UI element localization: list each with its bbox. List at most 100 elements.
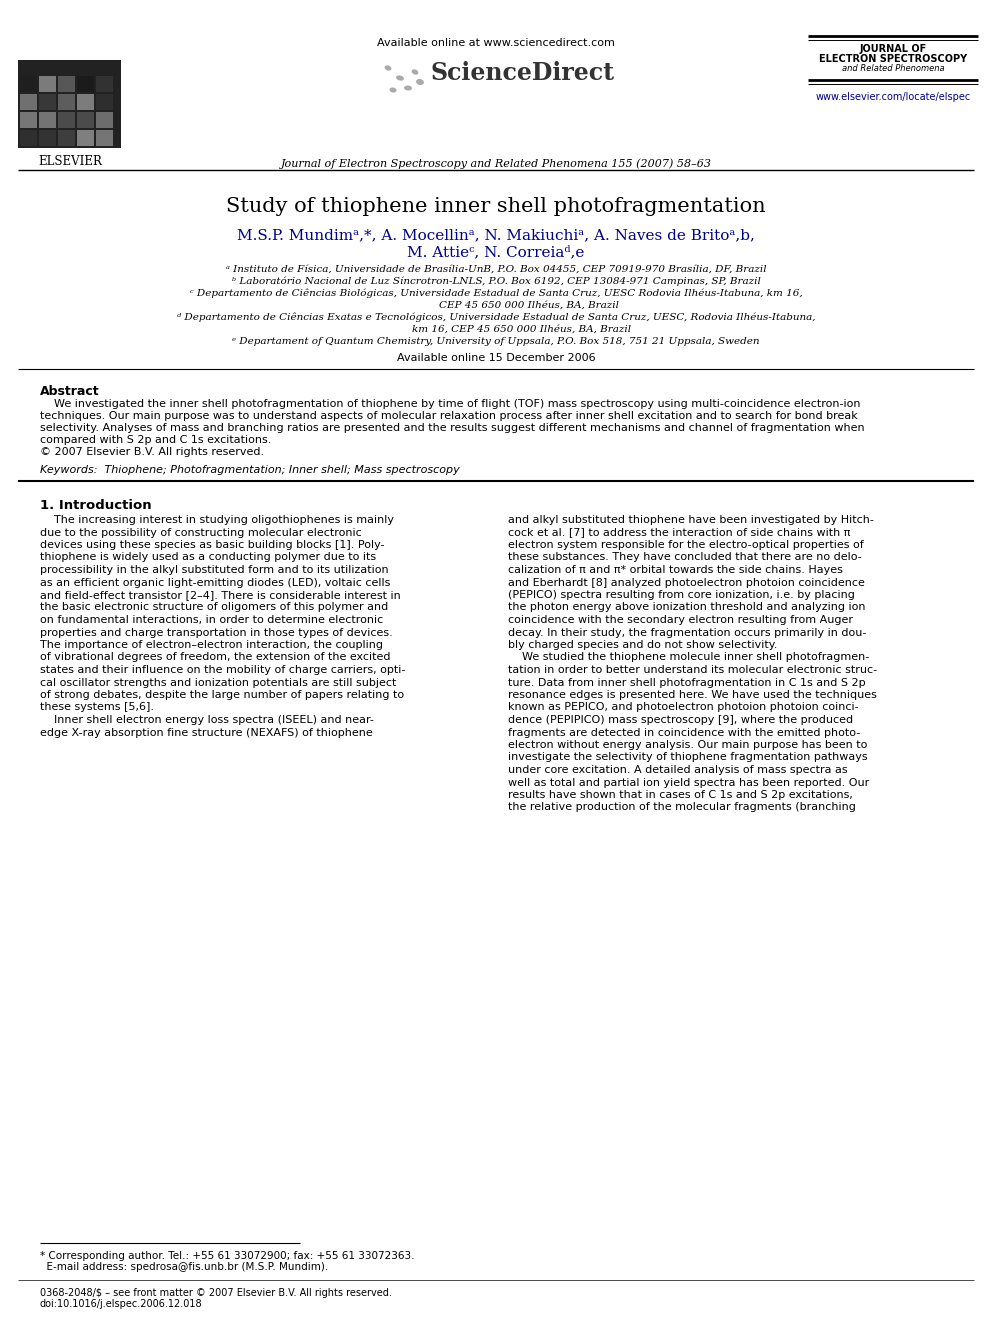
Text: of strong debates, despite the large number of papers relating to: of strong debates, despite the large num… [40,691,404,700]
Text: known as PEPICO, and photoelectron photoion photoion coinci-: known as PEPICO, and photoelectron photo… [508,703,859,713]
Text: fragments are detected in coincidence with the emitted photo-: fragments are detected in coincidence wi… [508,728,860,737]
Text: and Eberhardt [8] analyzed photoelectron photoion coincidence: and Eberhardt [8] analyzed photoelectron… [508,578,865,587]
Text: under core excitation. A detailed analysis of mass spectra as: under core excitation. A detailed analys… [508,765,847,775]
Text: www.elsevier.com/locate/elspec: www.elsevier.com/locate/elspec [815,93,970,102]
Text: (PEPICO) spectra resulting from core ionization, i.e. by placing: (PEPICO) spectra resulting from core ion… [508,590,855,601]
Bar [58,75,75,93]
Text: ᵃ Instituto de Física, Universidade de Brasília-UnB, P.O. Box 04455, CEP 70919-9: ᵃ Instituto de Física, Universidade de B… [226,265,766,274]
Text: calization of π and π* orbital towards the side chains. Hayes: calization of π and π* orbital towards t… [508,565,843,576]
Bar [58,112,75,128]
Text: ELSEVIER: ELSEVIER [38,155,102,168]
Text: The importance of electron–electron interaction, the coupling: The importance of electron–electron inte… [40,640,383,650]
Text: cock et al. [7] to address the interaction of side chains with π: cock et al. [7] to address the interacti… [508,528,850,537]
Ellipse shape [390,87,397,93]
Bar [39,130,56,146]
Text: thiophene is widely used as a conducting polymer due to its: thiophene is widely used as a conducting… [40,553,376,562]
Bar [77,130,94,146]
Text: cal oscillator strengths and ionization potentials are still subject: cal oscillator strengths and ionization … [40,677,397,688]
Text: resonance edges is presented here. We have used the techniques: resonance edges is presented here. We ha… [508,691,877,700]
Text: ScienceDirect: ScienceDirect [430,61,614,85]
Text: selectivity. Analyses of mass and branching ratios are presented and the results: selectivity. Analyses of mass and branch… [40,423,865,433]
Text: the basic electronic structure of oligomers of this polymer and: the basic electronic structure of oligom… [40,602,388,613]
Text: properties and charge transportation in those types of devices.: properties and charge transportation in … [40,627,393,638]
Bar [18,60,121,148]
Ellipse shape [396,75,404,81]
Bar [20,94,37,110]
Text: ELECTRON SPECTROSCOPY: ELECTRON SPECTROSCOPY [819,54,967,64]
Text: and field-effect transistor [2–4]. There is considerable interest in: and field-effect transistor [2–4]. There… [40,590,401,601]
Bar [96,130,113,146]
Text: Journal of Electron Spectroscopy and Related Phenomena 155 (2007) 58–63: Journal of Electron Spectroscopy and Rel… [281,157,711,168]
Text: © 2007 Elsevier B.V. All rights reserved.: © 2007 Elsevier B.V. All rights reserved… [40,447,264,456]
Text: km 16, CEP 45 650 000 Ilhéus, BA, Brazil: km 16, CEP 45 650 000 Ilhéus, BA, Brazil [360,325,632,333]
Text: of vibrational degrees of freedom, the extension of the excited: of vibrational degrees of freedom, the e… [40,652,391,663]
Text: Study of thiophene inner shell photofragmentation: Study of thiophene inner shell photofrag… [226,197,766,216]
Text: coincidence with the secondary electron resulting from Auger: coincidence with the secondary electron … [508,615,853,624]
Text: decay. In their study, the fragmentation occurs primarily in dou-: decay. In their study, the fragmentation… [508,627,866,638]
Text: results have shown that in cases of C 1s and S 2p excitations,: results have shown that in cases of C 1s… [508,790,853,800]
Text: tation in order to better understand its molecular electronic struc-: tation in order to better understand its… [508,665,877,675]
Text: doi:10.1016/j.elspec.2006.12.018: doi:10.1016/j.elspec.2006.12.018 [40,1299,202,1308]
Text: 1. Introduction: 1. Introduction [40,499,152,512]
Text: Inner shell electron energy loss spectra (ISEEL) and near-: Inner shell electron energy loss spectra… [40,714,374,725]
Text: techniques. Our main purpose was to understand aspects of molecular relaxation p: techniques. Our main purpose was to unde… [40,411,858,421]
Text: * Corresponding author. Tel.: +55 61 33072900; fax: +55 61 33072363.: * Corresponding author. Tel.: +55 61 330… [40,1252,415,1261]
Text: CEP 45 650 000 Ilhéus, BA, Brazil: CEP 45 650 000 Ilhéus, BA, Brazil [374,302,618,310]
Text: states and their influence on the mobility of charge carriers, opti-: states and their influence on the mobili… [40,665,406,675]
Bar [77,112,94,128]
Text: ᵇ Laboratório Nacional de Luz Síncrotron-LNLS, P.O. Box 6192, CEP 13084-971 Camp: ᵇ Laboratório Nacional de Luz Síncrotron… [231,277,761,287]
Text: ᵉ Departament of Quantum Chemistry, University of Uppsala, P.O. Box 518, 751 21 : ᵉ Departament of Quantum Chemistry, Univ… [232,337,760,347]
Bar [20,75,37,93]
Text: Available online at www.sciencedirect.com: Available online at www.sciencedirect.co… [377,38,615,48]
Text: We studied the thiophene molecule inner shell photofragmen-: We studied the thiophene molecule inner … [508,652,869,663]
Text: due to the possibility of constructing molecular electronic: due to the possibility of constructing m… [40,528,362,537]
Text: processibility in the alkyl substituted form and to its utilization: processibility in the alkyl substituted … [40,565,389,576]
Text: investigate the selectivity of thiophene fragmentation pathways: investigate the selectivity of thiophene… [508,753,868,762]
Bar [77,94,94,110]
Text: 0368-2048/$ – see front matter © 2007 Elsevier B.V. All rights reserved.: 0368-2048/$ – see front matter © 2007 El… [40,1289,392,1298]
Text: JOURNAL OF: JOURNAL OF [859,44,927,54]
Text: ture. Data from inner shell photofragmentation in C 1s and S 2p: ture. Data from inner shell photofragmen… [508,677,866,688]
Text: the photon energy above ionization threshold and analyzing ion: the photon energy above ionization thres… [508,602,865,613]
Text: M.S.P. Mundimᵃ,*, A. Mocellinᵃ, N. Makiuchiᵃ, A. Naves de Britoᵃ,b,: M.S.P. Mundimᵃ,*, A. Mocellinᵃ, N. Makiu… [237,228,755,242]
Text: as an efficient organic light-emitting diodes (LED), voltaic cells: as an efficient organic light-emitting d… [40,578,391,587]
Text: ᵈ Departamento de Ciências Exatas e Tecnológicos, Universidade Estadual de Santa: ᵈ Departamento de Ciências Exatas e Tecn… [177,314,815,323]
Bar [58,94,75,110]
Ellipse shape [416,79,424,85]
Bar [39,75,56,93]
Bar [96,112,113,128]
Bar [96,75,113,93]
Text: these systems [5,6].: these systems [5,6]. [40,703,154,713]
Text: Abstract: Abstract [40,385,99,398]
Text: and Related Phenomena: and Related Phenomena [841,64,944,73]
Text: well as total and partial ion yield spectra has been reported. Our: well as total and partial ion yield spec… [508,778,869,787]
Text: and alkyl substituted thiophene have been investigated by Hitch-: and alkyl substituted thiophene have bee… [508,515,874,525]
Text: M. Attieᶜ, N. Correiaᵈ,e: M. Attieᶜ, N. Correiaᵈ,e [408,245,584,259]
Text: ᶜ Departamento de Ciências Biológicas, Universidade Estadual de Santa Cruz, UESC: ᶜ Departamento de Ciências Biológicas, U… [189,288,803,299]
Text: these substances. They have concluded that there are no delo-: these substances. They have concluded th… [508,553,862,562]
Bar [77,75,94,93]
Text: Available online 15 December 2006: Available online 15 December 2006 [397,353,595,363]
Text: electron system responsible for the electro-optical properties of: electron system responsible for the elec… [508,540,864,550]
Text: bly charged species and do not show selectivity.: bly charged species and do not show sele… [508,640,778,650]
Text: electron without energy analysis. Our main purpose has been to: electron without energy analysis. Our ma… [508,740,867,750]
Text: devices using these species as basic building blocks [1]. Poly-: devices using these species as basic bui… [40,540,385,550]
Text: We investigated the inner shell photofragmentation of thiophene by time of fligh: We investigated the inner shell photofra… [40,400,860,409]
Bar [58,130,75,146]
Bar [96,94,113,110]
Text: compared with S 2p and C 1s excitations.: compared with S 2p and C 1s excitations. [40,435,272,445]
Text: Keywords:  Thiophene; Photofragmentation; Inner shell; Mass spectroscopy: Keywords: Thiophene; Photofragmentation;… [40,464,459,475]
Text: on fundamental interactions, in order to determine electronic: on fundamental interactions, in order to… [40,615,383,624]
Bar [39,94,56,110]
Ellipse shape [404,86,412,90]
Ellipse shape [412,69,419,74]
Ellipse shape [385,65,392,70]
Text: dence (PEPIPICO) mass spectroscopy [9], where the produced: dence (PEPIPICO) mass spectroscopy [9], … [508,714,853,725]
Text: The increasing interest in studying oligothiophenes is mainly: The increasing interest in studying olig… [40,515,394,525]
Bar [20,130,37,146]
Text: edge X-ray absorption fine structure (NEXAFS) of thiophene: edge X-ray absorption fine structure (NE… [40,728,373,737]
Bar [39,112,56,128]
Text: E-mail address: spedrosa@fis.unb.br (M.S.P. Mundim).: E-mail address: spedrosa@fis.unb.br (M.S… [40,1262,328,1271]
Text: the relative production of the molecular fragments (branching: the relative production of the molecular… [508,803,856,812]
Bar [20,112,37,128]
